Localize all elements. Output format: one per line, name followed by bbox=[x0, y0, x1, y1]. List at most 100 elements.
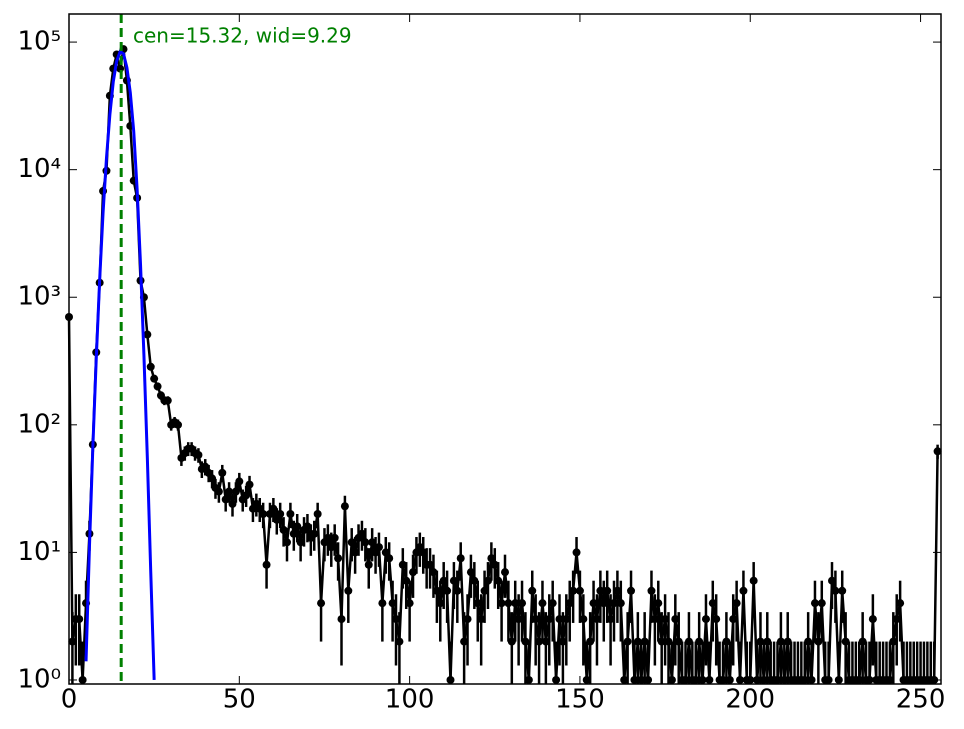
data-point bbox=[712, 615, 721, 624]
data-point bbox=[719, 675, 727, 684]
data-point bbox=[221, 495, 230, 504]
data-point bbox=[613, 586, 622, 595]
data-point bbox=[933, 447, 942, 456]
data-point bbox=[855, 675, 864, 684]
data-point bbox=[705, 675, 714, 684]
data-point bbox=[303, 522, 312, 531]
data-point bbox=[214, 487, 223, 496]
data-point bbox=[443, 586, 452, 595]
data-point bbox=[293, 522, 302, 531]
data-point bbox=[722, 637, 731, 646]
data-point bbox=[231, 487, 240, 496]
data-point bbox=[374, 543, 383, 552]
x-tick-label: 0 bbox=[61, 685, 78, 715]
data-point bbox=[558, 637, 567, 646]
y-tick-label: 10³ bbox=[17, 282, 61, 312]
data-point bbox=[708, 599, 717, 608]
data-point bbox=[695, 637, 704, 646]
data-point bbox=[828, 576, 836, 585]
data-point bbox=[150, 374, 159, 383]
x-tick-label: 200 bbox=[725, 685, 775, 715]
data-point bbox=[644, 675, 653, 684]
data-point bbox=[174, 420, 182, 429]
data-point bbox=[296, 538, 305, 547]
data-point bbox=[773, 675, 782, 684]
data-point bbox=[208, 474, 217, 483]
data-point bbox=[514, 615, 523, 624]
data-line bbox=[67, 48, 939, 682]
data-point bbox=[327, 543, 336, 552]
data-point bbox=[753, 675, 762, 684]
data-point bbox=[579, 615, 588, 624]
data-point bbox=[480, 586, 489, 595]
data-point bbox=[637, 675, 646, 684]
data-point bbox=[586, 637, 595, 646]
data-point bbox=[865, 675, 874, 684]
data-point bbox=[739, 586, 748, 595]
data-point bbox=[548, 599, 557, 608]
data-point bbox=[501, 568, 509, 577]
data-point bbox=[398, 560, 407, 569]
data-point bbox=[259, 509, 268, 518]
data-point bbox=[661, 615, 670, 624]
data-point bbox=[368, 538, 377, 547]
data-point bbox=[395, 637, 404, 646]
data-point bbox=[569, 586, 578, 595]
data-point bbox=[633, 637, 642, 646]
data-point bbox=[824, 675, 833, 684]
data-point bbox=[930, 675, 939, 684]
data-point bbox=[572, 548, 581, 557]
y-tick-label: 10² bbox=[17, 409, 61, 439]
data-point bbox=[497, 599, 506, 608]
data-point bbox=[313, 509, 322, 518]
data-point bbox=[681, 675, 690, 684]
y-tick-label: 10⁴ bbox=[17, 154, 61, 184]
data-point bbox=[834, 675, 843, 684]
data-point bbox=[494, 576, 503, 585]
data-point bbox=[228, 499, 237, 508]
data-point bbox=[201, 462, 210, 471]
data-point bbox=[592, 615, 601, 624]
data-point bbox=[623, 637, 632, 646]
data-point bbox=[426, 560, 435, 569]
annotation: cen=15.32, wid=9.29 bbox=[133, 24, 352, 48]
data-point bbox=[589, 599, 598, 608]
data-point bbox=[518, 599, 527, 608]
data-point bbox=[684, 637, 693, 646]
data-point bbox=[562, 615, 571, 624]
data-point bbox=[552, 675, 561, 684]
data-point bbox=[804, 637, 813, 646]
data-point bbox=[763, 637, 772, 646]
data-point bbox=[504, 599, 513, 608]
y-tick-label: 10¹ bbox=[17, 537, 61, 567]
data-point bbox=[535, 637, 544, 646]
data-point bbox=[531, 615, 540, 624]
data-point bbox=[245, 480, 254, 489]
data-point bbox=[153, 382, 162, 391]
data-point bbox=[701, 615, 710, 624]
data-point bbox=[242, 491, 251, 500]
data-point bbox=[456, 554, 465, 563]
data-point bbox=[620, 675, 629, 684]
data-point bbox=[194, 451, 203, 460]
data-point bbox=[555, 615, 564, 624]
data-point bbox=[732, 599, 741, 608]
data-point bbox=[310, 529, 319, 538]
data-point bbox=[654, 599, 663, 608]
data-point bbox=[565, 599, 574, 608]
data-point bbox=[364, 560, 373, 569]
data-point bbox=[671, 615, 680, 624]
data-point bbox=[347, 538, 356, 547]
data-point bbox=[756, 637, 765, 646]
data-point bbox=[725, 675, 734, 684]
data-point bbox=[432, 586, 441, 595]
data-point bbox=[511, 599, 520, 608]
data-point bbox=[344, 586, 353, 595]
x-tick-label: 50 bbox=[223, 685, 256, 715]
data-point bbox=[538, 599, 547, 608]
data-point bbox=[334, 554, 343, 563]
data-point bbox=[599, 599, 608, 608]
data-point bbox=[279, 525, 288, 534]
data-point bbox=[68, 637, 77, 646]
